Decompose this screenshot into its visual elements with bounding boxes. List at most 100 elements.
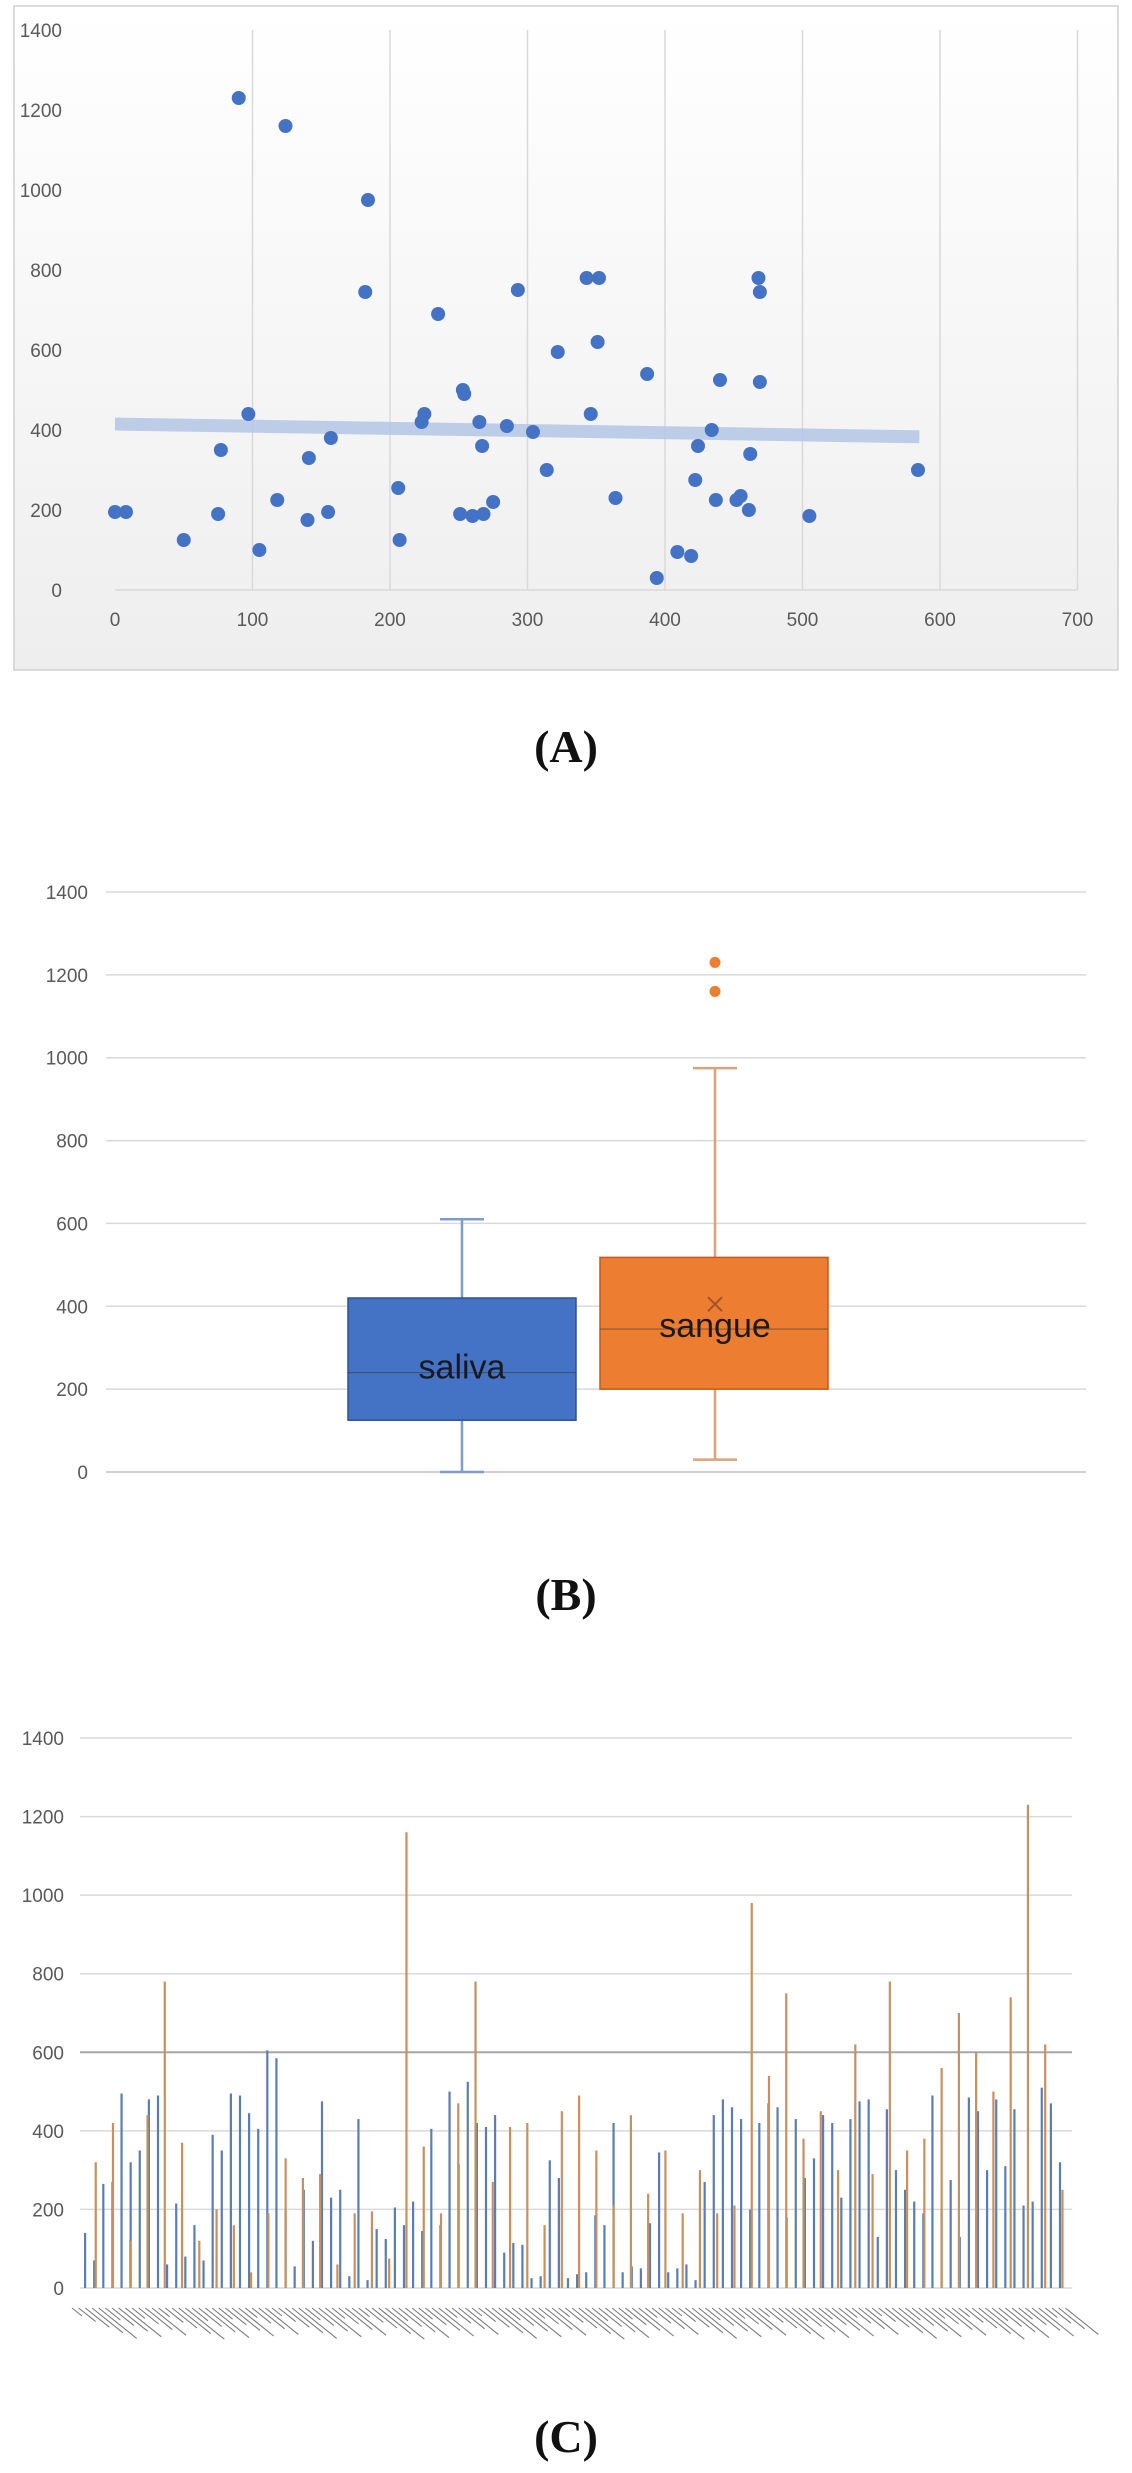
bar-x-tick-label xyxy=(764,2307,784,2323)
bar-series-1 xyxy=(311,2240,314,2288)
scatter-y-tick-label: 1000 xyxy=(20,181,62,202)
bar-series-2 xyxy=(370,2211,374,2288)
panel-c-bar-chart: 0 200 400 600 800 1000 1200 1400 xyxy=(0,1720,1132,2390)
bar-series-1 xyxy=(375,2229,378,2288)
bar-x-tick-label xyxy=(458,2307,486,2330)
panel-a-scatter-chart: 0 200 400 600 800 1000 1200 1400 0 100 200 300 400 50… xyxy=(0,0,1132,690)
scatter-point xyxy=(743,447,758,461)
scatter-x-tick-label: 300 xyxy=(512,610,544,631)
bar-series-1 xyxy=(658,2152,661,2288)
bar-series-2 xyxy=(1061,2189,1064,2288)
bar-series-1 xyxy=(238,2095,242,2288)
bar-x-tick-label xyxy=(444,2307,458,2319)
scatter-x-tick-label: 700 xyxy=(1062,610,1094,631)
bar-x-tick-label xyxy=(751,2307,787,2336)
bar-series-1 xyxy=(175,2203,178,2288)
bar-x-tick-label xyxy=(84,2307,110,2328)
bar-x-tick-label xyxy=(818,2307,834,2320)
scatter-y-tick-label: 600 xyxy=(30,341,62,362)
bar-series-1 xyxy=(676,2268,679,2288)
scatter-chart-svg: 0 200 400 600 800 1000 1200 1400 0 100 200 300 400 50… xyxy=(13,5,1119,671)
scatter-point xyxy=(457,387,472,401)
bar-series-2 xyxy=(198,2240,201,2288)
bar-x-tick-label xyxy=(191,2307,209,2322)
bar-x-tick-label xyxy=(684,2307,710,2328)
bar-series-1 xyxy=(703,2181,706,2288)
scatter-point xyxy=(241,407,256,421)
bar-series-1 xyxy=(448,2091,451,2288)
bar-series-1 xyxy=(320,2101,324,2288)
scatter-point xyxy=(391,481,406,495)
bar-x-tick-label xyxy=(598,2307,623,2327)
scatter-point xyxy=(741,503,756,517)
bar-series-1 xyxy=(412,2201,415,2288)
bar-x-tick-label xyxy=(384,2307,425,2340)
bar-series-1 xyxy=(248,2113,251,2288)
bar-series-1 xyxy=(193,2225,196,2288)
caption-c: (C) xyxy=(534,2411,598,2462)
bar-x-tick-label xyxy=(404,2307,436,2333)
scatter-point xyxy=(252,543,267,557)
bar-x-tick-label xyxy=(124,2307,162,2338)
bar-x-tick-label xyxy=(938,2307,960,2325)
bar-x-tick-label xyxy=(1038,2307,1075,2337)
bar-x-tick-label xyxy=(471,2307,483,2317)
bar-series-1 xyxy=(831,2123,834,2288)
bar-series-1 xyxy=(1022,2205,1025,2288)
bar-series-2 xyxy=(284,2158,287,2288)
bar-series-1 xyxy=(184,2256,187,2288)
bar-x-tick-label xyxy=(958,2307,971,2318)
bar-x-tick-label xyxy=(871,2307,883,2317)
scatter-point xyxy=(431,307,446,321)
bar-x-tick-label xyxy=(524,2307,562,2338)
bar-series-1 xyxy=(1031,2201,1034,2288)
bar-x-tick-label xyxy=(924,2307,962,2338)
scatter-point xyxy=(802,509,817,523)
bar-x-tick-label xyxy=(344,2307,373,2331)
bar-series-2 xyxy=(940,2068,943,2288)
bar-series-1 xyxy=(976,2111,980,2288)
bar-x-tick-label xyxy=(398,2307,423,2327)
bar-series-1 xyxy=(621,2272,624,2288)
bar-series-1 xyxy=(648,2223,652,2288)
scatter-x-tick-label: 0 xyxy=(110,610,121,631)
scatter-point xyxy=(550,345,565,359)
bar-series-2 xyxy=(336,2264,339,2288)
scatter-point xyxy=(119,505,133,519)
bar-series-1 xyxy=(229,2093,232,2288)
bar-series-2 xyxy=(612,2205,615,2288)
bar-series-2 xyxy=(301,2178,304,2288)
bar-x-tick-label xyxy=(338,2307,360,2325)
bar-x-tick-label xyxy=(464,2307,499,2335)
scatter-point xyxy=(649,571,664,585)
bar-series-1 xyxy=(1040,2087,1043,2288)
bar-x-tick-label xyxy=(911,2307,935,2327)
scatter-point xyxy=(590,335,605,349)
bar-x-tick-label xyxy=(844,2307,858,2319)
bar-y-tick-label: 600 xyxy=(32,2043,64,2064)
bar-series-2 xyxy=(215,2209,218,2288)
bar-x-tick-label xyxy=(451,2307,472,2324)
box-y-tick-label: 600 xyxy=(56,1214,88,1235)
bar-series-1 xyxy=(667,2272,670,2288)
bar-x-tick-label xyxy=(571,2307,598,2329)
scatter-x-tick-label: 500 xyxy=(787,610,819,631)
bar-x-tick-label xyxy=(78,2307,97,2323)
bar-series-1 xyxy=(156,2095,160,2288)
bar-series-2 xyxy=(267,2213,270,2288)
bar-series-1 xyxy=(275,2058,278,2288)
scatter-y-tick-label: 400 xyxy=(30,421,62,442)
bar-series-1 xyxy=(484,2126,488,2288)
bar-series-1 xyxy=(475,2123,478,2288)
bar-series-2 xyxy=(405,1832,408,2288)
bar-x-tick-label xyxy=(118,2307,149,2332)
bar-x-tick-label xyxy=(484,2307,510,2328)
bar-y-tick-label: 1200 xyxy=(22,1808,64,1829)
bar-x-tick-label xyxy=(904,2307,921,2321)
box-outlier-point xyxy=(709,956,721,968)
bar-series-1 xyxy=(776,2107,779,2288)
bar-x-tick-label xyxy=(551,2307,587,2336)
scatter-y-tick-label: 800 xyxy=(30,261,62,282)
scatter-x-tick-label: 200 xyxy=(374,610,406,631)
scatter-point xyxy=(231,91,246,105)
